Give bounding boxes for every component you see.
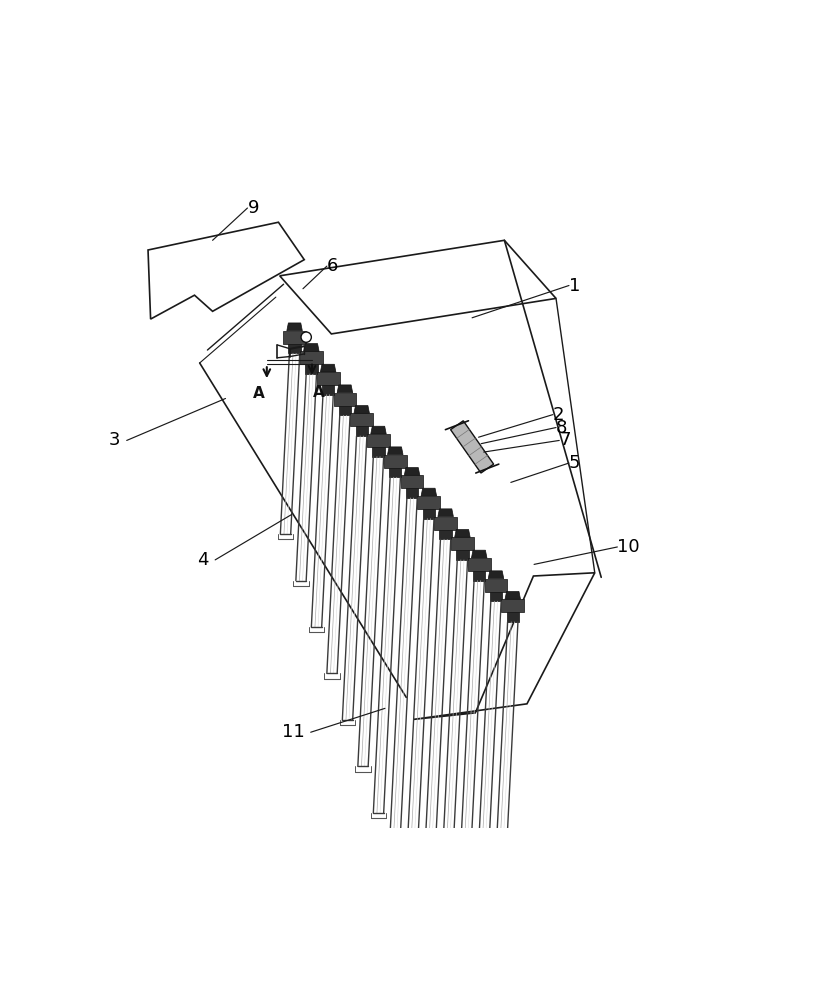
Polygon shape	[283, 331, 306, 344]
Polygon shape	[303, 344, 319, 351]
Text: A: A	[313, 385, 325, 400]
Polygon shape	[455, 530, 470, 537]
Polygon shape	[440, 523, 451, 539]
Circle shape	[301, 332, 312, 342]
Polygon shape	[287, 323, 302, 331]
Polygon shape	[339, 399, 352, 415]
Polygon shape	[417, 496, 440, 509]
Polygon shape	[506, 606, 519, 622]
Polygon shape	[438, 509, 453, 517]
Text: 9: 9	[247, 199, 259, 217]
Polygon shape	[351, 413, 373, 426]
Polygon shape	[356, 420, 368, 436]
Polygon shape	[401, 475, 423, 488]
Text: 7: 7	[559, 431, 571, 449]
Polygon shape	[321, 364, 336, 372]
Polygon shape	[404, 468, 420, 475]
Polygon shape	[333, 393, 357, 406]
Polygon shape	[387, 447, 403, 455]
Text: 8: 8	[556, 419, 567, 437]
Text: 11: 11	[282, 723, 304, 741]
Text: 10: 10	[617, 538, 640, 556]
Polygon shape	[367, 434, 390, 447]
Polygon shape	[505, 592, 521, 599]
Polygon shape	[488, 571, 504, 579]
Text: 5: 5	[569, 454, 581, 472]
Polygon shape	[456, 544, 469, 560]
Polygon shape	[421, 488, 436, 496]
Polygon shape	[406, 482, 418, 498]
Polygon shape	[451, 537, 474, 550]
Polygon shape	[468, 558, 491, 571]
Polygon shape	[471, 550, 487, 558]
Text: 1: 1	[569, 277, 581, 295]
Polygon shape	[473, 564, 486, 581]
Polygon shape	[337, 385, 352, 393]
Text: 6: 6	[327, 257, 338, 275]
Polygon shape	[305, 358, 317, 374]
Polygon shape	[317, 372, 340, 385]
Polygon shape	[288, 337, 301, 353]
Text: 3: 3	[109, 431, 120, 449]
Polygon shape	[451, 421, 494, 473]
Text: 4: 4	[197, 551, 209, 569]
Polygon shape	[354, 406, 370, 413]
Polygon shape	[389, 461, 402, 477]
Polygon shape	[372, 440, 385, 457]
Text: A: A	[252, 386, 264, 401]
Polygon shape	[501, 599, 524, 612]
Polygon shape	[384, 455, 407, 468]
Polygon shape	[434, 517, 457, 530]
Polygon shape	[422, 502, 435, 519]
Polygon shape	[485, 579, 507, 592]
Polygon shape	[490, 585, 502, 601]
Polygon shape	[322, 378, 334, 395]
Polygon shape	[300, 351, 322, 364]
Text: 2: 2	[553, 406, 564, 424]
Polygon shape	[371, 426, 387, 434]
